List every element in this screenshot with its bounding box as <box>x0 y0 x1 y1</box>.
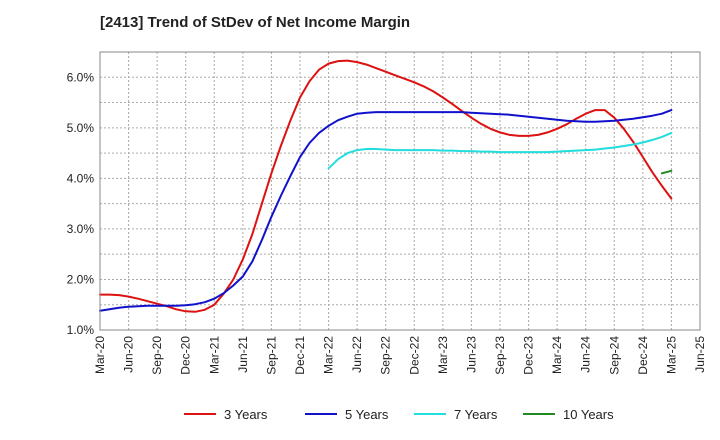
x-tick-label: Mar-25 <box>664 336 678 374</box>
x-tick-label: Dec-23 <box>522 336 536 375</box>
plot-border <box>99 51 701 331</box>
x-tick-label: Jun-22 <box>350 336 364 373</box>
plot-background <box>100 52 700 330</box>
x-tick-label: Jun-25 <box>693 336 707 373</box>
x-tick-label: Sep-22 <box>379 336 393 375</box>
y-tick-label: 2.0% <box>67 272 95 286</box>
x-tick-label: Dec-21 <box>293 336 307 375</box>
y-tick-label: 1.0% <box>67 323 95 337</box>
series-line-7-years <box>327 131 673 170</box>
x-tick-label: Dec-24 <box>636 336 650 375</box>
legend-label-10-years: 10 Years <box>563 407 614 422</box>
series-line-5-years <box>99 109 673 312</box>
y-tick-label: 5.0% <box>67 121 95 135</box>
x-tick-label: Jun-23 <box>464 336 478 373</box>
legend-label-7-years: 7 Years <box>454 407 498 422</box>
chart-title: [2413] Trend of StDev of Net Income Marg… <box>100 14 411 31</box>
x-tick-label: Sep-24 <box>607 336 621 375</box>
series-line-3-years <box>99 59 673 313</box>
y-tick-label: 3.0% <box>67 222 95 236</box>
x-tick-label: Jun-20 <box>122 336 136 373</box>
series-lines <box>99 59 673 313</box>
x-tick-label: Dec-22 <box>407 336 421 375</box>
x-tick-label: Mar-23 <box>436 336 450 374</box>
legend-label-5-years: 5 Years <box>345 407 389 422</box>
legend-label-3-years: 3 Years <box>224 407 268 422</box>
x-tick-label: Mar-20 <box>93 336 107 374</box>
x-tick-label: Mar-21 <box>207 336 221 374</box>
x-tick-label: Sep-20 <box>150 336 164 375</box>
legend: 3 Years 5 Years 7 Years 10 Years <box>184 407 614 422</box>
x-tick-label: Mar-22 <box>322 336 336 374</box>
y-tick-label: 4.0% <box>67 171 95 185</box>
x-tick-label: Dec-20 <box>179 336 193 375</box>
series-line-10-years <box>660 169 673 175</box>
x-tick-label: Mar-24 <box>550 336 564 374</box>
x-tick-label: Jun-21 <box>236 336 250 373</box>
y-axis-ticks: 1.0% 2.0% 3.0% 4.0% 5.0% 6.0% <box>67 70 95 337</box>
x-axis-ticks: Mar-20 Jun-20 Sep-20 Dec-20 Mar-21 Jun-21 Sep-… <box>93 336 707 375</box>
y-tick-label: 6.0% <box>67 70 95 84</box>
x-tick-label: Sep-21 <box>264 336 278 375</box>
x-tick-label: Sep-23 <box>493 336 507 375</box>
x-tick-label: Jun-24 <box>579 336 593 373</box>
